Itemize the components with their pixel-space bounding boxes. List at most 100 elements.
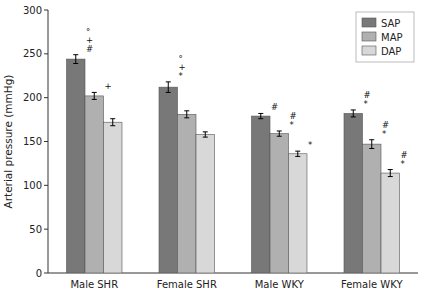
bar bbox=[270, 134, 289, 273]
y-axis: 050100150200250300 bbox=[23, 5, 418, 279]
series bbox=[85, 92, 381, 273]
bar bbox=[159, 87, 178, 273]
error-cap bbox=[388, 169, 393, 170]
error-line bbox=[390, 170, 391, 177]
annotation: + bbox=[104, 81, 111, 91]
error-bar bbox=[351, 110, 356, 117]
bar bbox=[344, 113, 363, 273]
error-line bbox=[353, 110, 354, 117]
error-cap bbox=[166, 92, 171, 93]
error-cap bbox=[351, 109, 356, 110]
series bbox=[104, 119, 400, 273]
y-tick-label: 50 bbox=[29, 224, 42, 235]
annotation: * bbox=[289, 120, 293, 130]
y-tick-label: 250 bbox=[23, 48, 42, 59]
legend-frame bbox=[356, 12, 414, 62]
error-line bbox=[75, 55, 76, 64]
error-cap bbox=[277, 130, 282, 131]
y-tick-label: 150 bbox=[23, 136, 42, 147]
bar bbox=[289, 154, 308, 273]
y-axis-line bbox=[48, 10, 49, 273]
error-line bbox=[112, 119, 113, 126]
error-cap bbox=[258, 118, 263, 119]
error-line bbox=[371, 140, 372, 149]
error-cap bbox=[92, 99, 97, 100]
error-line bbox=[94, 92, 95, 99]
annotation: * bbox=[178, 71, 182, 81]
legend-swatch bbox=[362, 32, 376, 41]
bar bbox=[85, 96, 104, 273]
error-cap bbox=[110, 118, 115, 119]
plot-area bbox=[67, 55, 400, 273]
series bbox=[67, 55, 363, 273]
error-cap bbox=[295, 156, 300, 157]
error-bar bbox=[73, 55, 78, 64]
error-cap bbox=[369, 139, 374, 140]
error-bar bbox=[295, 151, 300, 156]
error-cap bbox=[277, 136, 282, 137]
error-line bbox=[186, 111, 187, 118]
error-cap bbox=[92, 92, 97, 93]
bar bbox=[363, 144, 382, 273]
bar bbox=[381, 173, 400, 273]
error-cap bbox=[388, 176, 393, 177]
error-cap bbox=[166, 81, 171, 82]
annotation: # bbox=[271, 102, 278, 112]
annotation: * bbox=[400, 159, 404, 169]
x-tick-label: Female WKY bbox=[341, 279, 403, 290]
annotation: * bbox=[382, 129, 386, 139]
error-cap bbox=[184, 110, 189, 111]
annotation: * bbox=[308, 140, 312, 150]
error-cap bbox=[73, 54, 78, 55]
annotation: # bbox=[86, 44, 93, 54]
y-tick bbox=[44, 10, 48, 11]
legend-label: DAP bbox=[381, 46, 401, 57]
error-bar bbox=[277, 131, 282, 136]
error-line bbox=[168, 82, 169, 93]
x-tick-label: Female SHR bbox=[157, 279, 217, 290]
error-cap bbox=[184, 117, 189, 118]
annotation: * bbox=[363, 99, 367, 109]
legend-swatch bbox=[362, 46, 376, 55]
error-cap bbox=[73, 63, 78, 64]
y-tick bbox=[44, 53, 48, 54]
y-tick bbox=[44, 273, 48, 274]
y-tick-label: 200 bbox=[23, 92, 42, 103]
error-bar bbox=[92, 92, 97, 99]
legend-label: SAP bbox=[381, 18, 400, 29]
legend-swatch bbox=[362, 18, 376, 27]
error-cap bbox=[203, 131, 208, 132]
error-bar bbox=[258, 113, 263, 118]
error-cap bbox=[295, 151, 300, 152]
bar bbox=[178, 114, 197, 273]
error-line bbox=[260, 113, 261, 118]
error-bar bbox=[203, 132, 208, 137]
error-bar bbox=[388, 170, 393, 177]
error-line bbox=[279, 131, 280, 136]
error-cap bbox=[258, 113, 263, 114]
y-tick-label: 0 bbox=[36, 268, 42, 279]
bar bbox=[196, 134, 215, 273]
error-line bbox=[205, 132, 206, 137]
legend: SAP MAP DAP bbox=[356, 12, 414, 62]
error-cap bbox=[110, 125, 115, 126]
y-axis-label: Arterial pressure (mmHg) bbox=[2, 75, 14, 209]
chart: 050100150200250300Arterial pressure (mmH… bbox=[0, 0, 426, 297]
error-bar bbox=[184, 111, 189, 118]
x-tick-label: Male WKY bbox=[255, 279, 305, 290]
x-tick-label: Male SHR bbox=[70, 279, 118, 290]
y-tick bbox=[44, 141, 48, 142]
y-tick-label: 100 bbox=[23, 180, 42, 191]
error-bar bbox=[369, 140, 374, 149]
y-tick bbox=[44, 97, 48, 98]
error-line bbox=[297, 151, 298, 156]
error-cap bbox=[203, 137, 208, 138]
bar bbox=[67, 59, 86, 273]
error-cap bbox=[369, 148, 374, 149]
error-bar bbox=[110, 119, 115, 126]
bar bbox=[252, 116, 271, 273]
y-tick bbox=[44, 185, 48, 186]
error-bar bbox=[166, 82, 171, 93]
legend-label: MAP bbox=[381, 32, 403, 43]
y-tick bbox=[44, 229, 48, 230]
